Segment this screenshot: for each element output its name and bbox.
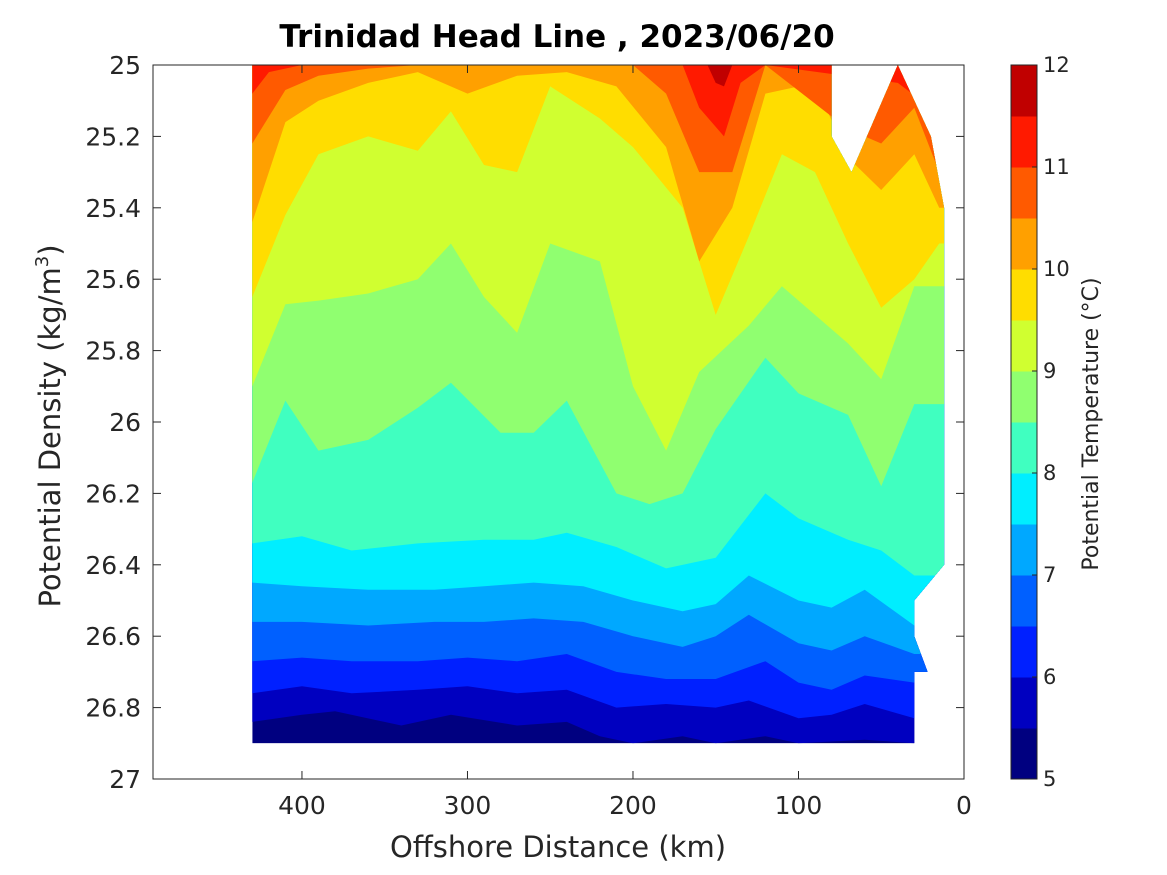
y-tick-label: 25 (109, 51, 141, 80)
colorbar-segment (1011, 218, 1037, 270)
y-tick-label: 25.6 (85, 265, 141, 294)
y-tick-label: 25.2 (85, 122, 141, 151)
y-axis-label-superscript: 3 (32, 256, 53, 267)
colorbar-segment (1011, 371, 1037, 423)
x-axis-label: Offshore Distance (km) (390, 830, 726, 864)
contour-band-11-5 (707, 65, 733, 87)
contour-fill-group (252, 65, 945, 744)
colorbar-segment (1011, 575, 1037, 627)
colorbar-segment (1011, 269, 1037, 321)
y-tick-label: 26 (109, 408, 141, 437)
colorbar-segment (1011, 65, 1037, 117)
y-axis-label-main: Potential Density (kg/m (33, 267, 67, 607)
y-tick-label: 27 (109, 765, 141, 794)
x-tick-label: 100 (775, 791, 823, 820)
y-axis-label: Potential Density (kg/m3) (32, 244, 67, 607)
y-axis: 25 25.2 25.4 25.6 25.8 26 26.2 26.4 26.6 26.8 27 (85, 51, 964, 794)
colorbar-tick-label: 12 (1043, 53, 1070, 77)
colorbar-segment (1011, 524, 1037, 576)
colorbar-tick-label: 11 (1043, 155, 1070, 179)
y-tick-label: 25.4 (85, 194, 141, 223)
colorbar: 5 6 7 8 9 10 11 12 (1010, 53, 1070, 791)
colorbar-segment (1011, 677, 1037, 729)
chart-title: Trinidad Head Line , 2023/06/20 (279, 19, 834, 55)
colorbar-tick-label: 6 (1043, 665, 1056, 689)
colorbar-tick-label: 9 (1043, 359, 1056, 383)
y-axis-label-end: ) (33, 244, 67, 255)
colorbar-tick-label: 5 (1043, 767, 1056, 791)
colorbar-label: Potential Temperature (°C) (1079, 277, 1104, 570)
colorbar-segment (1011, 116, 1037, 168)
colorbar-segment (1011, 473, 1037, 525)
x-tick-label: 0 (956, 791, 972, 820)
colorbar-tick-label: 8 (1043, 461, 1056, 485)
colorbar-tick-label: 10 (1043, 257, 1070, 281)
colorbar-segment (1011, 320, 1037, 372)
x-tick-label: 300 (444, 791, 492, 820)
y-tick-label: 26.6 (85, 622, 141, 651)
x-tick-label: 200 (609, 791, 657, 820)
colorbar-segment (1011, 167, 1037, 219)
colorbar-tick-label: 7 (1043, 563, 1056, 587)
y-tick-label: 25.8 (85, 337, 141, 366)
colorbar-segment (1011, 422, 1037, 474)
x-tick-label: 400 (278, 791, 326, 820)
y-tick-label: 26.8 (85, 694, 141, 723)
x-axis: 400 300 200 100 0 (278, 65, 972, 820)
y-tick-label: 26.4 (85, 551, 141, 580)
colorbar-segment (1011, 728, 1037, 780)
colorbar-segment (1011, 626, 1037, 678)
colorbar-frame (1010, 64, 1038, 780)
y-tick-label: 26.2 (85, 479, 141, 508)
